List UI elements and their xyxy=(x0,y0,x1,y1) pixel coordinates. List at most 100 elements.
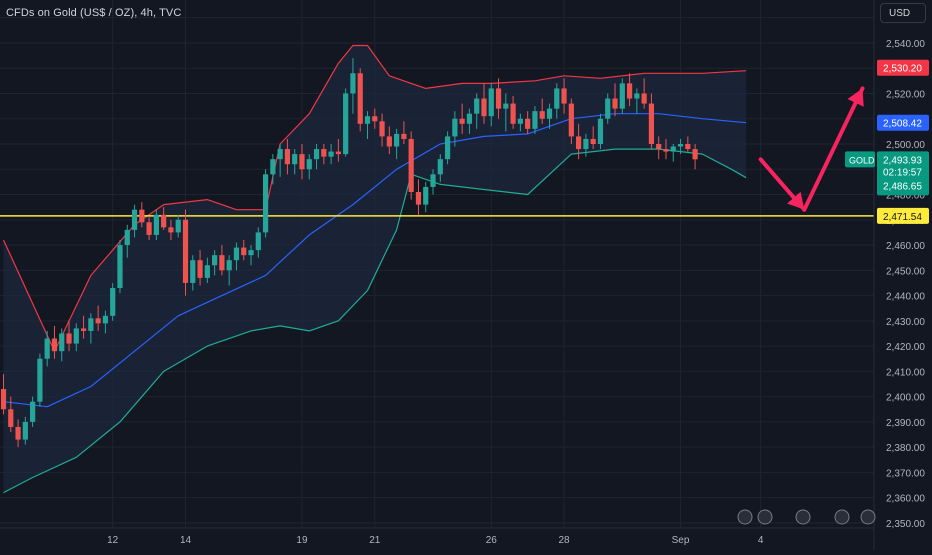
candle xyxy=(233,242,240,271)
candle xyxy=(321,144,327,165)
candle xyxy=(379,113,385,147)
candle-body xyxy=(648,103,655,144)
candle-body xyxy=(59,333,65,352)
candle xyxy=(605,93,611,124)
candle-body xyxy=(532,111,538,129)
price-tick-label: 2,380.00 xyxy=(886,443,925,454)
price-tick-label: 2,440.00 xyxy=(886,292,925,303)
candle xyxy=(357,68,363,132)
bollinger-band-fill xyxy=(3,45,747,493)
candle-body xyxy=(343,93,349,155)
candle-body xyxy=(663,149,669,152)
candle xyxy=(546,103,553,129)
candle xyxy=(656,136,662,160)
candle xyxy=(401,121,407,144)
candle-body xyxy=(124,229,130,246)
candle xyxy=(51,325,58,359)
candle-body xyxy=(335,151,341,155)
candle-body xyxy=(350,73,356,94)
candle-body xyxy=(495,88,502,109)
candle-body xyxy=(466,113,473,124)
candle xyxy=(30,396,36,427)
candle xyxy=(612,83,618,117)
candle-body xyxy=(561,88,567,104)
candle-body xyxy=(379,121,385,137)
price-tick-label: 2,350.00 xyxy=(886,519,925,530)
projection-arrow-shaft xyxy=(802,86,865,212)
candle xyxy=(131,204,138,238)
last-price-tag: 2,493.93 xyxy=(883,155,922,166)
candle-body xyxy=(284,149,291,165)
time-tick-label: 21 xyxy=(369,535,381,546)
candle-body xyxy=(226,260,232,271)
candle xyxy=(597,113,604,150)
candle-body xyxy=(219,255,225,271)
candle xyxy=(44,330,50,367)
candle xyxy=(139,202,145,228)
candle xyxy=(437,154,443,182)
candle xyxy=(554,83,560,119)
candle xyxy=(517,113,523,132)
candle xyxy=(532,106,538,134)
price-axis xyxy=(874,0,932,550)
candle xyxy=(444,131,451,165)
candle-body xyxy=(197,260,203,278)
candle-body xyxy=(685,144,691,150)
candle xyxy=(648,93,655,150)
candle-body xyxy=(153,214,159,235)
time-tick-label: 28 xyxy=(558,535,570,546)
candle-body xyxy=(568,103,574,137)
candle xyxy=(474,93,480,129)
bollinger-lower-line xyxy=(3,148,747,494)
candle xyxy=(415,179,422,215)
candle-body xyxy=(110,288,116,316)
candle xyxy=(197,250,203,286)
candle-body xyxy=(546,108,553,119)
candle-body xyxy=(15,426,21,440)
lower-band-price-tag: 2,486.65 xyxy=(883,181,922,192)
symbol-tag-bg xyxy=(845,151,875,168)
candle-body xyxy=(481,98,487,117)
candle-body xyxy=(102,315,109,324)
projection-arrowhead xyxy=(787,191,805,210)
symbol-tag: GOLD xyxy=(849,155,875,165)
candle xyxy=(102,310,109,334)
candle-body xyxy=(423,186,429,205)
candle-body xyxy=(474,98,480,114)
candle-body xyxy=(117,245,123,288)
candle xyxy=(182,209,189,296)
candle xyxy=(386,126,392,155)
candle-body xyxy=(146,222,152,235)
time-tick-label: 19 xyxy=(296,535,308,546)
candle xyxy=(539,98,545,124)
candle-body xyxy=(539,111,545,119)
chart-title: CFDs on Gold (US$ / OZ), 4h, TVC xyxy=(6,7,182,19)
basis-price-tag-bg xyxy=(877,114,929,131)
candle-body xyxy=(488,88,494,117)
candle xyxy=(561,78,567,114)
candle-body xyxy=(88,318,94,331)
candle xyxy=(335,138,341,162)
candle xyxy=(277,144,283,177)
candle xyxy=(641,78,647,109)
candle xyxy=(161,207,167,230)
candle-body xyxy=(372,116,378,122)
candle-body xyxy=(80,328,87,331)
currency-button[interactable]: USD xyxy=(880,3,926,23)
projection-arrowhead xyxy=(847,88,864,107)
candle-body xyxy=(503,103,509,109)
candle xyxy=(241,240,247,261)
candle xyxy=(466,108,473,134)
candle xyxy=(430,169,436,195)
candle-body xyxy=(255,232,261,251)
candle xyxy=(408,131,414,200)
candle-body xyxy=(597,118,604,144)
candle-body xyxy=(590,138,596,144)
candle-body xyxy=(656,144,662,150)
candle xyxy=(117,240,123,294)
candle xyxy=(175,214,181,238)
candle xyxy=(37,353,43,407)
candle xyxy=(692,144,698,170)
